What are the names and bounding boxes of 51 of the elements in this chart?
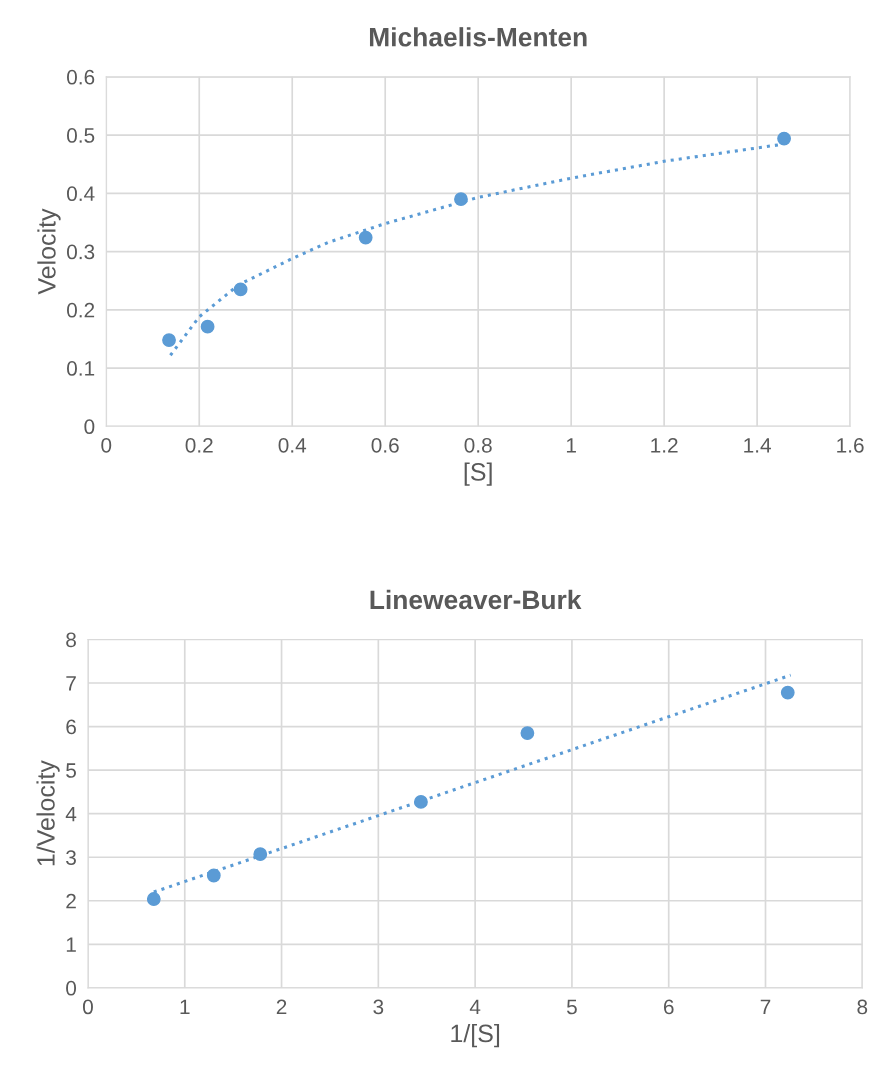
y-tick-label: 3	[66, 850, 76, 865]
y-tick-label: 4	[65, 806, 77, 822]
chart-title: Lineweaver-Burk	[370, 589, 582, 610]
x-tick-label: 5	[566, 999, 577, 1015]
point	[520, 726, 535, 741]
y-axis-title: 1/Velocity	[36, 760, 60, 866]
point	[253, 847, 268, 862]
chart-title: Michaelis-Menten	[369, 27, 587, 47]
x-tick-label: 0.4	[278, 437, 307, 453]
x-tick-label: 8	[857, 999, 868, 1015]
point	[206, 868, 221, 883]
y-tick-label: 0.4	[67, 186, 95, 202]
x-tick-label: 3	[373, 999, 384, 1015]
x-tick-label: 4	[469, 999, 481, 1015]
x-tick-label: 0.6	[371, 437, 399, 453]
y-tick-label: 0	[84, 419, 95, 435]
point	[233, 282, 248, 297]
x-tick-label: 1.2	[651, 437, 678, 453]
x-tick-label: 1	[180, 999, 190, 1015]
y-tick-label: 0.6	[67, 69, 95, 85]
y-axis-title: Velocity	[37, 208, 61, 295]
y-tick-label: 0.2	[67, 302, 95, 318]
y-tick-label: 0.1	[67, 361, 95, 376]
point	[777, 131, 791, 146]
x-tick-label: 1	[566, 438, 576, 453]
point	[162, 333, 176, 348]
y-tick-label: 7	[66, 676, 76, 691]
y-tick-label: 0.5	[67, 128, 95, 143]
point	[414, 794, 428, 809]
y-tick-label: 2	[66, 893, 76, 909]
y-tick-label: 0	[66, 980, 77, 996]
x-tick-label: 6	[663, 999, 674, 1015]
point	[146, 892, 161, 906]
x-tick-label: 0.2	[185, 437, 213, 453]
y-tick-label: 6	[66, 719, 76, 735]
point	[358, 230, 373, 245]
x-tick-label: 0.8	[464, 437, 492, 453]
x-axis-title: [S]	[464, 462, 492, 486]
x-axis-title: 1/[S]	[451, 1023, 500, 1048]
x-tick-label: 0	[101, 437, 112, 453]
point	[200, 319, 215, 334]
y-tick-label: 0.3	[67, 244, 95, 260]
point	[780, 685, 795, 700]
x-tick-label: 2	[276, 999, 287, 1015]
y-tick-label: 8	[66, 632, 76, 648]
point	[454, 192, 468, 207]
x-tick-label: 1.6	[837, 437, 864, 453]
y-tick-label: 1	[66, 937, 76, 952]
x-tick-label: 7	[760, 999, 771, 1015]
x-tick-label: 1.4	[744, 438, 771, 453]
y-tick-label: 5	[66, 763, 76, 778]
